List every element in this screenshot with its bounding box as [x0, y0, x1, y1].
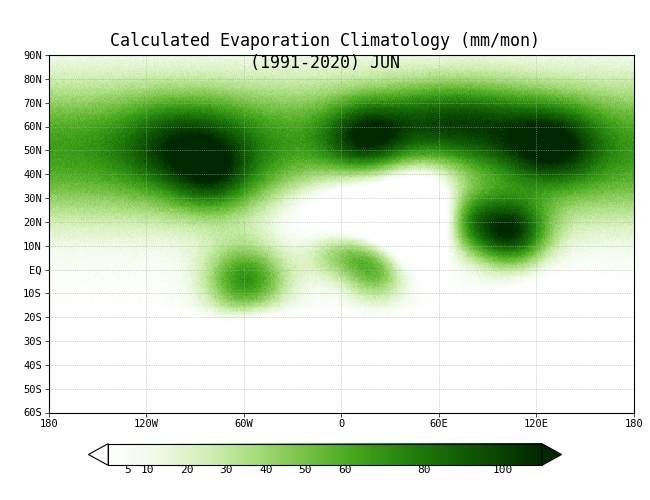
Polygon shape — [88, 444, 108, 466]
Text: 60: 60 — [338, 465, 352, 475]
Text: 50: 50 — [298, 465, 312, 475]
Text: 100: 100 — [492, 465, 513, 475]
Text: 20: 20 — [180, 465, 194, 475]
Text: (1991-2020) JUN: (1991-2020) JUN — [250, 54, 400, 72]
Text: 10: 10 — [141, 465, 154, 475]
Text: 5: 5 — [125, 465, 131, 475]
Text: 80: 80 — [417, 465, 430, 475]
Text: 40: 40 — [259, 465, 272, 475]
Text: 30: 30 — [220, 465, 233, 475]
Polygon shape — [542, 444, 562, 466]
Text: Calculated Evaporation Climatology (mm/mon): Calculated Evaporation Climatology (mm/m… — [110, 32, 540, 50]
